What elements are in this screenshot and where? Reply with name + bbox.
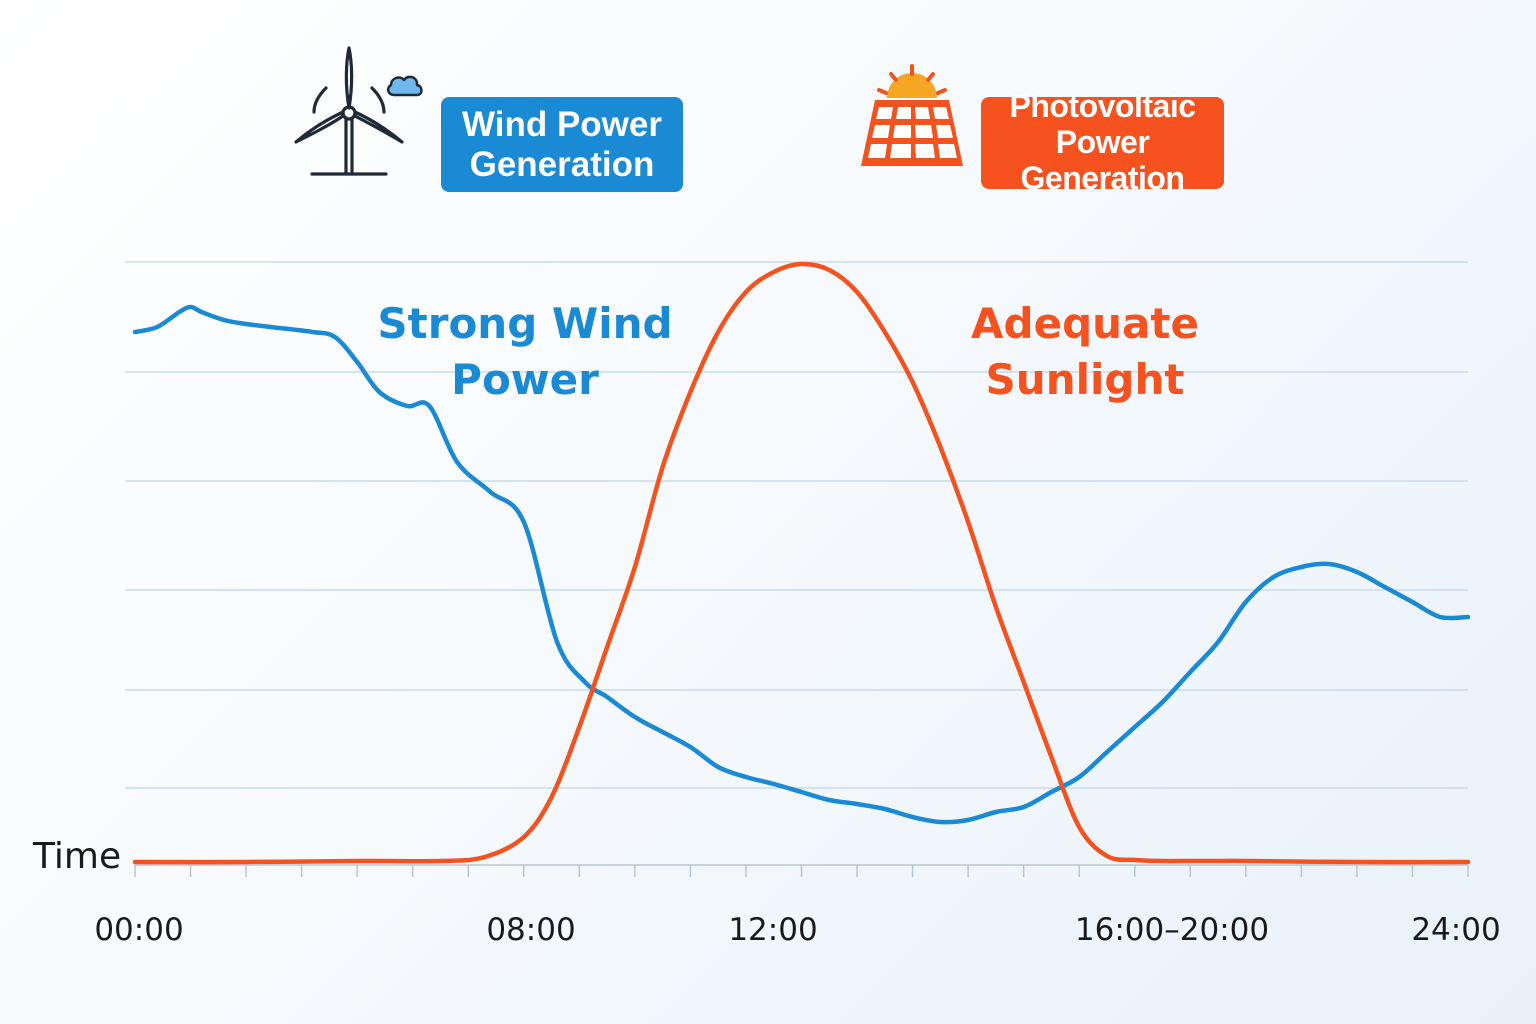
x-tick-label: 16:00–20:00 [1075, 912, 1269, 948]
series-line-solar [135, 264, 1468, 862]
annotation-solar: Adequate Sunlight [945, 296, 1225, 408]
legend-wind-badge: Wind Power Generation [441, 97, 683, 192]
solar-panel-icon [855, 62, 970, 174]
annotation-solar-line2: Sunlight [945, 352, 1225, 408]
annotation-wind: Strong Wind Power [370, 296, 680, 408]
series-lines [135, 264, 1468, 862]
x-axis [135, 865, 1468, 877]
x-tick-label: 08:00 [486, 912, 575, 948]
legend-wind-line2: Generation [470, 145, 655, 184]
legend-solar-badge: Photovoltaic Power Generation [981, 97, 1224, 189]
series-line-wind [135, 307, 1468, 822]
annotation-wind-line1: Strong Wind [370, 296, 680, 352]
legend-solar-line2: Power Generation [981, 125, 1224, 197]
chart-canvas [0, 0, 1536, 1024]
x-tick-label: 24:00 [1411, 912, 1500, 948]
wind-turbine-icon [290, 40, 435, 180]
gridlines [125, 262, 1468, 788]
annotation-solar-line1: Adequate [945, 296, 1225, 352]
annotation-wind-line2: Power [370, 352, 680, 408]
sun-icon [879, 66, 945, 98]
x-axis-label: Time [33, 836, 121, 877]
x-tick-label: 12:00 [728, 912, 817, 948]
legend-wind-line1: Wind Power [462, 105, 662, 144]
x-tick-label: 00:00 [94, 912, 183, 948]
legend-solar-line1: Photovoltaic [1009, 89, 1195, 125]
